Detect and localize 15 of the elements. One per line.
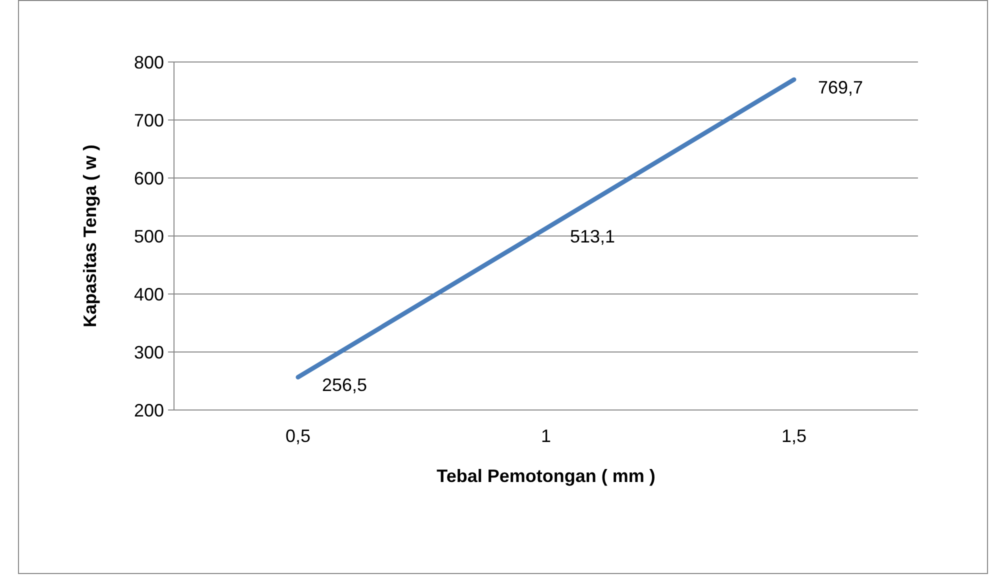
x-tick-label: 0,5 (285, 426, 311, 446)
data-label: 513,1 (570, 226, 616, 246)
y-tick-label: 400 (134, 284, 164, 304)
y-tick-label: 600 (134, 168, 164, 188)
x-axis-title: Tebal Pemotongan ( mm ) (436, 466, 656, 486)
y-tick-label: 500 (134, 226, 164, 246)
y-tick-label: 300 (134, 342, 164, 362)
x-tick-label: 1,5 (781, 426, 807, 446)
data-label: 256,5 (322, 375, 368, 396)
data-label: 769,7 (818, 78, 864, 98)
x-tick-label: 1 (540, 426, 552, 446)
y-tick-label: 200 (134, 400, 164, 420)
y-axis-title: Kapasitas Tenga ( w ) (80, 144, 100, 328)
y-tick-label: 800 (134, 52, 164, 72)
y-tick-label: 700 (134, 110, 164, 130)
